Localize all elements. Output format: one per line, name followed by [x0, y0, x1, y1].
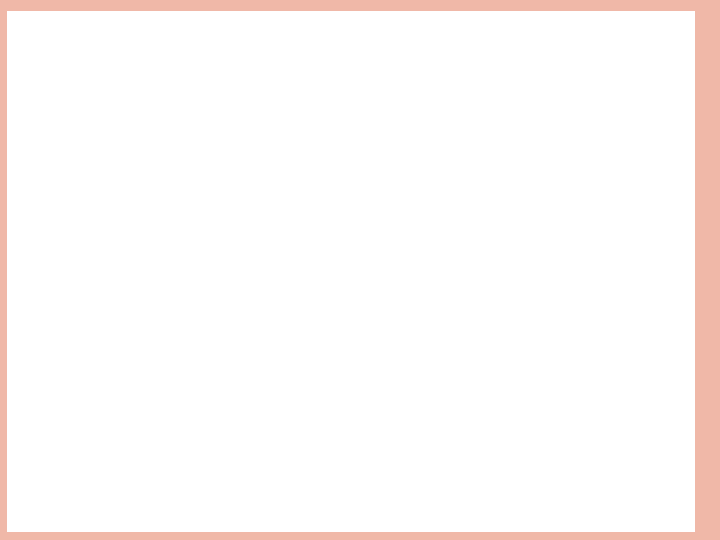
Text: $\sin\varphi'(E) = \sin\varphi(E) + 2\pi\{(\omega' - \omega_0)[E + F(E)]/(\omega: $\sin\varphi'(E) = \sin\varphi(E) + 2\pi…: [43, 348, 451, 368]
Text: $\sin\varphi'(R) = \sin\varphi(R) - (2\pi q\omega_0/E_1)\int_0^R (\Delta B)_{\rm: $\sin\varphi'(R) = \sin\varphi(R) - (2\p…: [43, 178, 405, 213]
Text: Frequency Detuning:: Frequency Detuning:: [43, 300, 230, 318]
Text: $\sin\varphi(R) = \{\Delta I_{-}(R) - \Delta I_{+}(R)\}/\{\Delta I_{-}(R) + \Del: $\sin\varphi(R) = \{\Delta I_{-}(R) - \D…: [43, 240, 410, 259]
Text: Garren and Smith Method: Garren and Smith Method: [43, 70, 387, 94]
Text: Field Detuning:: Field Detuning:: [43, 130, 179, 147]
Text: BEAM PHASE MEASUREMENT: BEAM PHASE MEASUREMENT: [29, 22, 282, 39]
Text: $\sin\varphi(R) = \{2\omega_0 - \omega_{+}(R) - \omega_{-}(R)\}/\{\omega_{+}(R) : $\sin\varphi(R) = \{2\omega_0 - \omega_{…: [43, 408, 451, 426]
